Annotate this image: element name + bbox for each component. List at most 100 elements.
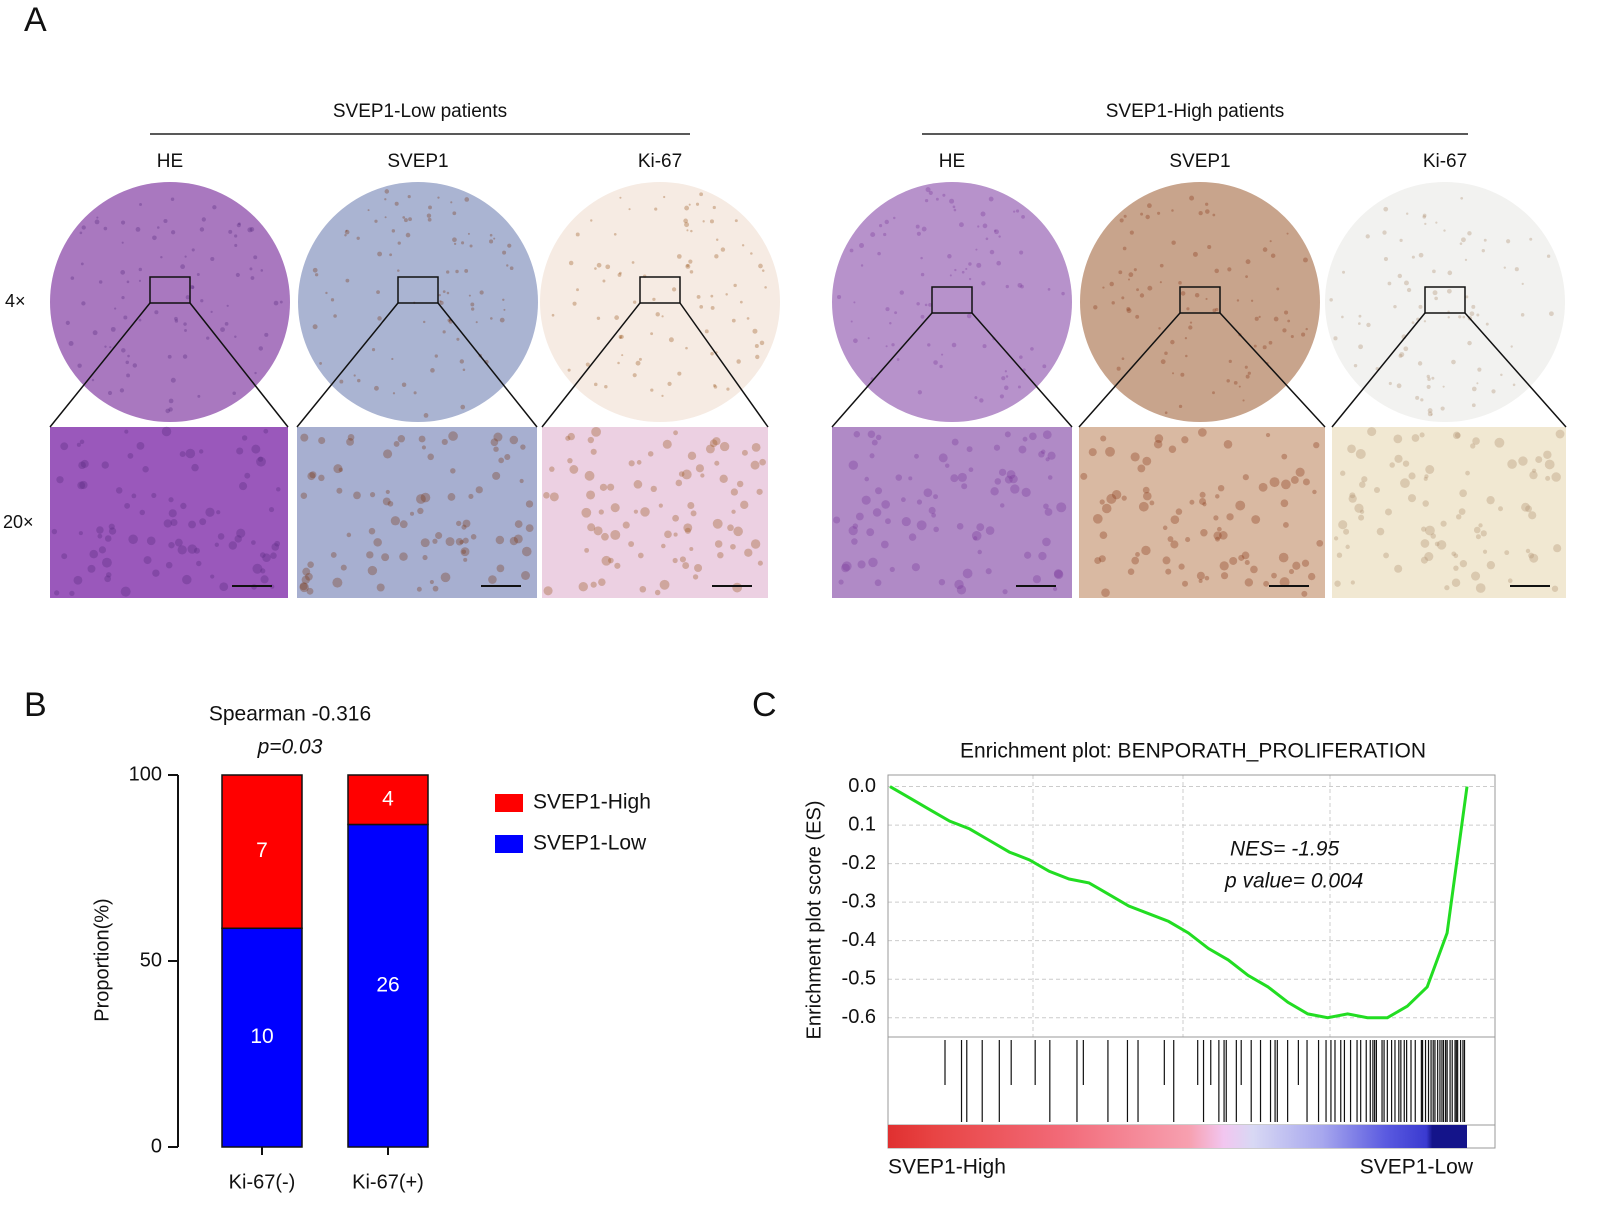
texture: [493, 446, 499, 452]
texture: [196, 560, 202, 567]
texture: [1212, 391, 1215, 395]
texture: [650, 485, 657, 493]
texture: [928, 302, 933, 307]
texture: [464, 269, 469, 273]
texture: [214, 542, 219, 547]
texture: [982, 223, 988, 229]
texture: [1127, 568, 1135, 575]
texture: [899, 290, 904, 295]
bar-segment: [347, 823, 429, 1148]
texture: [1399, 238, 1403, 242]
texture: [1529, 470, 1538, 480]
texture: [1040, 449, 1046, 455]
texture: [1213, 531, 1222, 540]
texture: [139, 203, 142, 206]
texture: [1393, 434, 1403, 444]
tissue-zoom: [542, 427, 768, 598]
texture: [394, 201, 399, 206]
texture: [596, 262, 602, 268]
texture: [1447, 270, 1453, 276]
texture: [325, 291, 328, 295]
texture: [617, 361, 620, 365]
texture: [120, 270, 126, 275]
texture: [1056, 502, 1067, 513]
texture: [160, 256, 163, 259]
texture: [868, 557, 878, 568]
texture: [1245, 275, 1248, 279]
texture: [1348, 494, 1357, 503]
texture: [1043, 503, 1049, 510]
texture: [1411, 321, 1415, 325]
texture: [734, 219, 738, 223]
texture: [1383, 206, 1389, 212]
texture: [439, 300, 444, 305]
texture: [1254, 316, 1259, 321]
texture: [719, 441, 730, 452]
texture: [709, 439, 718, 448]
texture: [1394, 454, 1403, 463]
texture: [1133, 268, 1137, 272]
texture: [695, 464, 704, 473]
texture: [1170, 515, 1180, 524]
texture: [628, 208, 631, 211]
texture: [1258, 482, 1268, 492]
texture: [1427, 411, 1433, 417]
texture: [345, 278, 350, 283]
y-tick-label: 100: [129, 763, 162, 785]
texture: [1417, 361, 1423, 366]
texture: [367, 565, 378, 576]
zoom-line: [541, 302, 641, 428]
chart-subtitle: p=0.03: [257, 736, 323, 759]
texture: [885, 518, 891, 525]
tissue-zoom: [832, 427, 1072, 598]
texture: [520, 444, 526, 450]
texture: [427, 217, 432, 222]
texture: [879, 224, 883, 228]
texture: [971, 530, 982, 541]
texture: [142, 466, 149, 473]
roi-box: [1424, 286, 1466, 314]
texture: [489, 239, 494, 244]
texture: [373, 538, 382, 547]
texture: [121, 295, 125, 300]
texture: [1512, 383, 1516, 387]
texture: [179, 451, 186, 458]
texture: [353, 374, 356, 377]
texture: [853, 431, 861, 438]
column-label: HE: [157, 151, 183, 172]
texture: [163, 218, 168, 224]
texture: [689, 547, 694, 552]
texture: [956, 585, 967, 595]
texture: [628, 541, 635, 547]
texture: [599, 483, 608, 491]
texture: [319, 362, 322, 365]
texture: [746, 317, 750, 320]
texture: [1549, 311, 1554, 317]
texture: [438, 293, 441, 297]
texture: [1424, 552, 1434, 562]
texture: [1262, 345, 1267, 350]
texture: [1510, 345, 1513, 348]
texture: [740, 500, 749, 510]
texture: [163, 519, 172, 528]
texture: [260, 568, 266, 574]
texture: [1030, 347, 1034, 351]
texture: [761, 269, 765, 272]
texture: [965, 267, 968, 271]
texture: [637, 552, 644, 559]
texture: [664, 530, 672, 539]
texture: [752, 328, 758, 334]
texture: [1301, 590, 1308, 597]
texture: [251, 444, 261, 454]
texture: [709, 219, 714, 224]
texture: [187, 544, 197, 554]
texture: [1358, 514, 1365, 521]
texture: [1432, 290, 1438, 296]
texture: [951, 438, 959, 446]
texture: [257, 456, 264, 462]
texture: [1171, 209, 1174, 212]
texture: [938, 578, 946, 586]
texture: [108, 523, 115, 530]
texture: [502, 298, 505, 301]
